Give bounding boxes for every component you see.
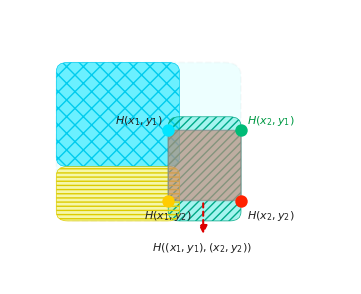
Point <box>165 128 171 133</box>
FancyBboxPatch shape <box>168 117 241 221</box>
Point <box>238 128 244 133</box>
Text: $H((x_1, y_1),(x_2, y_2))$: $H((x_1, y_1),(x_2, y_2))$ <box>152 241 252 255</box>
Point <box>238 198 244 203</box>
FancyBboxPatch shape <box>56 62 241 221</box>
Text: $H(x_1, y_2)$: $H(x_1, y_2)$ <box>144 209 192 223</box>
Text: $H(x_2, y_1)$: $H(x_2, y_1)$ <box>247 114 294 128</box>
FancyBboxPatch shape <box>168 130 241 201</box>
Text: $H(x_2, y_2)$: $H(x_2, y_2)$ <box>247 209 294 223</box>
Point <box>165 198 171 203</box>
Text: $H(x_1, y_1)$: $H(x_1, y_1)$ <box>115 114 162 128</box>
FancyBboxPatch shape <box>56 62 179 167</box>
FancyBboxPatch shape <box>56 167 179 221</box>
